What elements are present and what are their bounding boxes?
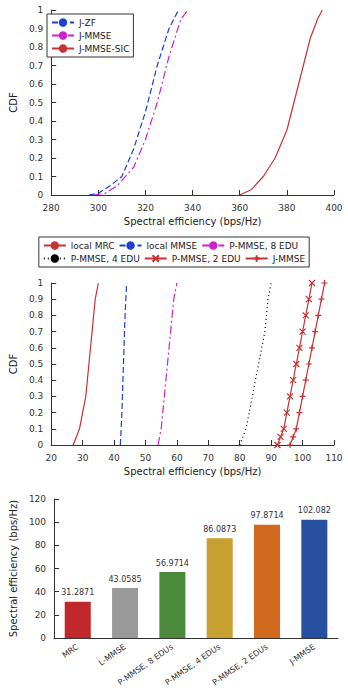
svg-text:56.9714: 56.9714 — [156, 559, 189, 568]
svg-text:320: 320 — [137, 203, 154, 213]
svg-text:0.5: 0.5 — [29, 359, 43, 369]
svg-text:360: 360 — [231, 203, 248, 213]
svg-text:L-MMSE: L-MMSE — [97, 642, 128, 667]
svg-text:0.9: 0.9 — [29, 24, 44, 34]
svg-text:P-MMSE, 2 EDUs: P-MMSE, 2 EDUs — [211, 642, 270, 687]
svg-text:102.082: 102.082 — [298, 506, 331, 515]
svg-text:CDF: CDF — [8, 354, 19, 375]
svg-text:60: 60 — [35, 564, 47, 574]
svg-text:0.9: 0.9 — [29, 294, 44, 304]
svg-text:0.1: 0.1 — [29, 172, 43, 182]
svg-text:80: 80 — [35, 540, 47, 550]
svg-text:0: 0 — [37, 440, 43, 450]
svg-text:P-MMSE, 4 EDUs: P-MMSE, 4 EDUs — [163, 642, 223, 688]
svg-text:0.6: 0.6 — [29, 343, 44, 353]
svg-text:0.7: 0.7 — [29, 327, 43, 337]
svg-text:80: 80 — [234, 453, 246, 463]
svg-text:97.8714: 97.8714 — [250, 511, 283, 520]
svg-text:30: 30 — [77, 453, 89, 463]
svg-text:P-MMSE, 2 EDU: P-MMSE, 2 EDU — [172, 254, 241, 264]
svg-text:P-MMSE, 4 EDU: P-MMSE, 4 EDU — [71, 254, 140, 264]
svg-text:20: 20 — [45, 453, 57, 463]
svg-text:110: 110 — [325, 453, 342, 463]
svg-text:86.0873: 86.0873 — [203, 525, 236, 534]
svg-text:400: 400 — [325, 203, 342, 213]
svg-text:40: 40 — [35, 587, 47, 597]
svg-text:P-MMSE, 8 EDU: P-MMSE, 8 EDU — [229, 241, 298, 251]
svg-text:P-MMSE, 8 EDUs: P-MMSE, 8 EDUs — [116, 642, 175, 688]
svg-text:0.4: 0.4 — [29, 116, 44, 126]
svg-text:340: 340 — [184, 203, 201, 213]
svg-text:0.6: 0.6 — [29, 79, 44, 89]
svg-text:J-MMSE: J-MMSE — [272, 254, 306, 264]
svg-text:MRC: MRC — [61, 642, 81, 660]
svg-text:0.4: 0.4 — [29, 375, 44, 385]
svg-text:31.2871: 31.2871 — [61, 588, 94, 597]
svg-text:Spectral efficiency (bps/Hz): Spectral efficiency (bps/Hz) — [124, 216, 262, 227]
svg-text:0: 0 — [37, 190, 43, 200]
svg-text:Spectral efficiency (bps/Hz): Spectral efficiency (bps/Hz) — [124, 466, 262, 477]
svg-text:90: 90 — [265, 453, 277, 463]
svg-text:60: 60 — [171, 453, 183, 463]
svg-text:70: 70 — [203, 453, 215, 463]
svg-text:100: 100 — [294, 453, 311, 463]
svg-text:0: 0 — [40, 633, 46, 643]
svg-text:local MMSE: local MMSE — [147, 241, 198, 251]
svg-text:J-ZF: J-ZF — [78, 18, 96, 28]
svg-text:J-MMSE: J-MMSE — [78, 31, 112, 41]
svg-text:280: 280 — [43, 203, 60, 213]
svg-text:local MRC: local MRC — [71, 241, 115, 251]
svg-text:43.0585: 43.0585 — [109, 575, 142, 584]
svg-text:J-MMSE: J-MMSE — [287, 642, 317, 667]
svg-text:0.2: 0.2 — [29, 153, 43, 163]
svg-text:0.8: 0.8 — [29, 42, 44, 52]
svg-text:100: 100 — [29, 517, 46, 527]
svg-text:1: 1 — [37, 5, 43, 15]
svg-text:20: 20 — [35, 610, 47, 620]
svg-text:CDF: CDF — [8, 92, 19, 113]
svg-text:380: 380 — [278, 203, 295, 213]
svg-text:0.1: 0.1 — [29, 424, 43, 434]
svg-text:0.2: 0.2 — [29, 408, 43, 418]
svg-text:40: 40 — [108, 453, 120, 463]
svg-text:0.7: 0.7 — [29, 61, 43, 71]
svg-text:120: 120 — [29, 494, 46, 504]
svg-text:0.8: 0.8 — [29, 310, 44, 320]
svg-text:0.3: 0.3 — [29, 135, 43, 145]
svg-text:50: 50 — [140, 453, 152, 463]
svg-text:300: 300 — [90, 203, 107, 213]
svg-text:J-MMSE-SIC: J-MMSE-SIC — [78, 44, 129, 54]
svg-text:1: 1 — [37, 278, 43, 288]
svg-text:0.5: 0.5 — [29, 98, 43, 108]
svg-text:Spectral efficiency (bps/Hz): Spectral efficiency (bps/Hz) — [8, 500, 19, 638]
svg-text:0.3: 0.3 — [29, 391, 43, 401]
